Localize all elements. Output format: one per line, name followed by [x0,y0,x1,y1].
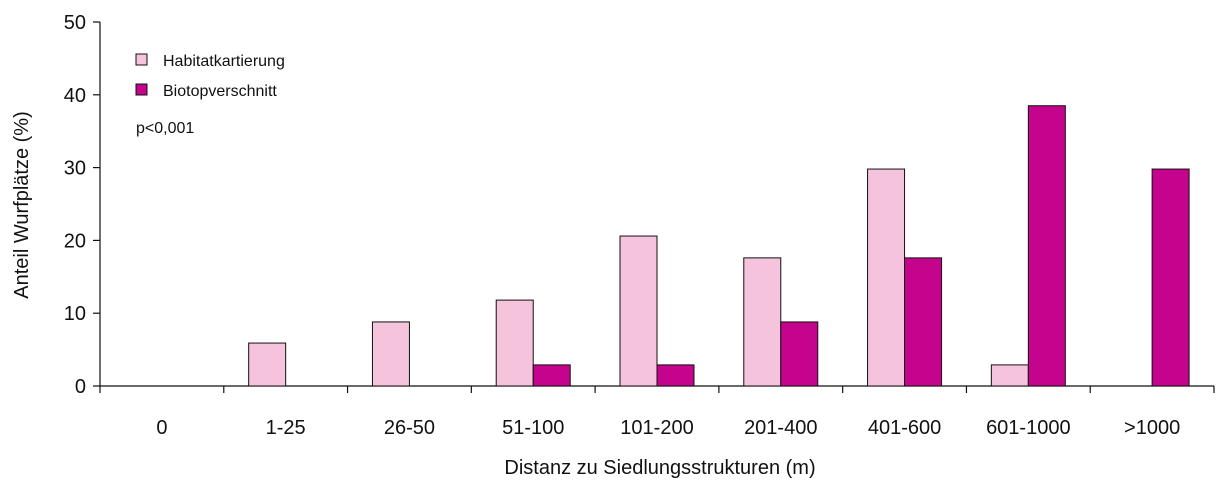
bar-habitatkartierung [495,299,534,387]
y-tick-label: 50 [64,12,86,34]
x-axis-title: Distanz zu Siedlungsstrukturen (m) [504,457,815,479]
x-tick-label: 601-1000 [986,417,1071,439]
legend-label-biotopverschnitt: Biotopverschnitt [163,83,277,100]
legend-swatch-habitatkartierung [135,53,148,66]
bar-habitatkartierung [990,364,1029,387]
bar-biotopverschnitt [1027,105,1066,387]
x-tick-label: 101-200 [620,417,693,439]
y-tick-label: 40 [64,85,86,107]
bar-habitatkartierung [867,168,906,387]
y-axis-title: Anteil Wurfplätze (%) [11,111,33,298]
y-tick-label: 10 [64,303,86,325]
x-tick-label: 51-100 [502,417,564,439]
x-tick-label: 0 [156,417,167,439]
x-tick-label: 1-25 [266,417,306,439]
bar-habitatkartierung [248,342,287,387]
x-tick-label: >1000 [1124,417,1180,439]
legend: Habitatkartierung Biotopverschnitt [135,53,285,100]
bar-biotopverschnitt [904,257,943,387]
bar-biotopverschnitt [1151,168,1190,387]
y-tick-label: 0 [75,376,86,398]
y-tick-label: 20 [64,230,86,252]
bar-biotopverschnitt [656,364,695,387]
bar-biotopverschnitt [532,364,571,387]
y-axis: 0 10 20 30 40 50 [64,12,101,398]
y-tick-label: 30 [64,158,86,180]
bar-biotopverschnitt [780,321,819,387]
legend-label-habitatkartierung: Habitatkartierung [163,53,285,70]
x-axis: 0 1-25 26-50 51-100 101-200 201-400 401-600 601… [99,385,1215,439]
x-tick-label: 26-50 [384,417,435,439]
x-tick-label: 401-600 [868,417,941,439]
legend-swatch-biotopverschnitt [135,83,148,96]
bar-habitatkartierung [371,321,410,387]
p-value-annotation: p<0,001 [136,120,194,137]
bar-habitatkartierung [619,235,658,387]
bars-group [248,105,1190,387]
x-tick-label: 201-400 [744,417,817,439]
bar-habitatkartierung [743,257,782,387]
